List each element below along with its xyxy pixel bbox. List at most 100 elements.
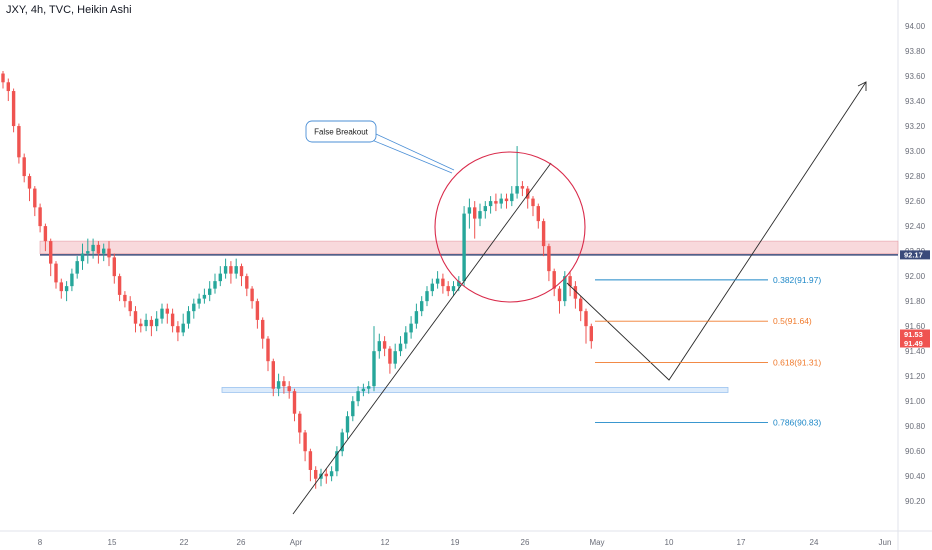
fib-label: 0.5(91.64): [773, 316, 812, 326]
candle-body: [584, 311, 588, 327]
candle-body: [589, 326, 593, 342]
fib-levels: 0.382(91.97) 0.5(91.64) 0.618(91.31) 0.786(…: [595, 275, 821, 427]
candle-body: [91, 244, 95, 252]
candle-body: [33, 188, 37, 208]
y-tick-label: 91.40: [905, 347, 926, 356]
y-tick-label: 90.40: [905, 472, 926, 481]
candle-body: [27, 176, 32, 189]
candle-body: [568, 276, 572, 287]
candle-body: [181, 323, 185, 333]
x-tick-label: 8: [38, 538, 43, 547]
x-axis: 8 15 22 26 Apr 12 19 26 May 10 17 24 Jun: [38, 538, 892, 547]
candle-body: [451, 286, 456, 292]
x-tick-label: Apr: [290, 538, 303, 547]
candle-body: [107, 248, 111, 258]
support-zone: [221, 387, 729, 393]
candle-body: [202, 294, 207, 299]
candle-body: [409, 323, 413, 333]
candle-body: [435, 278, 440, 284]
y-tick-label: 93.40: [905, 97, 926, 106]
y-tick-label: 92.40: [905, 222, 926, 231]
candle-body: [213, 281, 217, 289]
candle-body: [112, 257, 116, 277]
y-tick-label: 93.80: [905, 47, 926, 56]
candle-body: [473, 207, 477, 219]
candle-body: [70, 273, 74, 287]
candle-body: [457, 281, 461, 287]
false-breakout-circle: [434, 151, 586, 303]
candle-body: [314, 469, 318, 479]
candle-body: [414, 311, 419, 324]
candle-body: [149, 319, 154, 327]
candle-body: [218, 273, 222, 282]
candle-body: [239, 266, 244, 277]
x-tick-label: 22: [180, 538, 189, 547]
y-tick-label: 90.60: [905, 447, 926, 456]
y-tick-label: 92.60: [905, 197, 926, 206]
candle-body: [208, 288, 212, 295]
candle-body: [292, 391, 297, 414]
candle-body: [483, 206, 487, 212]
candle-body: [186, 311, 191, 324]
candle-body: [123, 294, 127, 302]
candle-body: [467, 207, 472, 214]
candle-body: [563, 276, 567, 302]
candle-body: [579, 298, 583, 312]
callout-pointer: [375, 133, 455, 171]
candle-body: [425, 291, 429, 302]
candle-body: [170, 313, 175, 327]
resistance-zone: [39, 240, 899, 254]
candle-body: [404, 332, 408, 344]
y-axis: 94.00 93.80 93.60 93.40 93.20 93.00 92.80 92.60…: [905, 22, 926, 506]
candle-body: [1, 73, 5, 83]
candle-body: [499, 198, 503, 204]
candle-body: [266, 338, 270, 362]
price-tag: [900, 329, 930, 339]
x-tick-label: 24: [810, 538, 819, 547]
candle-body: [117, 276, 122, 295]
candle-body: [398, 343, 403, 352]
candle-body: [192, 303, 196, 312]
x-tick-label: 26: [237, 538, 246, 547]
candle-body: [165, 308, 169, 314]
candle-body: [462, 213, 466, 282]
candle-body: [520, 186, 525, 189]
x-tick-label: 26: [521, 538, 530, 547]
candle-body: [504, 198, 509, 202]
candle-body: [335, 451, 339, 472]
candle-body: [197, 298, 201, 304]
projection-arrowhead: [857, 81, 867, 91]
candle-body: [223, 266, 228, 274]
x-tick-label: 17: [737, 538, 746, 547]
candle-body: [271, 361, 275, 389]
candle-body: [441, 278, 445, 287]
candle-body: [54, 263, 58, 283]
candle-body: [43, 226, 48, 242]
candle-body: [160, 308, 164, 319]
y-tick-label: 94.00: [905, 22, 926, 31]
candle-body: [80, 253, 85, 262]
candle-body: [446, 286, 450, 292]
x-tick-label: 15: [108, 538, 117, 547]
candle-body: [234, 266, 238, 274]
candle-body: [356, 391, 360, 402]
projection-path: [566, 81, 867, 381]
y-tick-label: 92.00: [905, 272, 926, 281]
candle-body: [128, 301, 132, 312]
candle-body: [38, 207, 42, 227]
price-tag-label: 92.17: [904, 251, 923, 260]
candle-body: [531, 198, 535, 207]
price-tag-label: 91.49: [904, 339, 923, 348]
candle-body: [64, 286, 69, 292]
y-tick-label: 91.00: [905, 397, 926, 406]
y-tick-label: 93.00: [905, 147, 926, 156]
candle-body: [536, 206, 540, 222]
candle-body: [430, 283, 434, 292]
candle-body: [229, 266, 233, 274]
candle-body: [420, 301, 424, 312]
candle-body: [11, 91, 16, 127]
candle-body: [276, 381, 281, 389]
callout-text: False Breakout: [314, 128, 369, 137]
y-tick-label: 93.60: [905, 72, 926, 81]
candle-body: [155, 318, 159, 327]
